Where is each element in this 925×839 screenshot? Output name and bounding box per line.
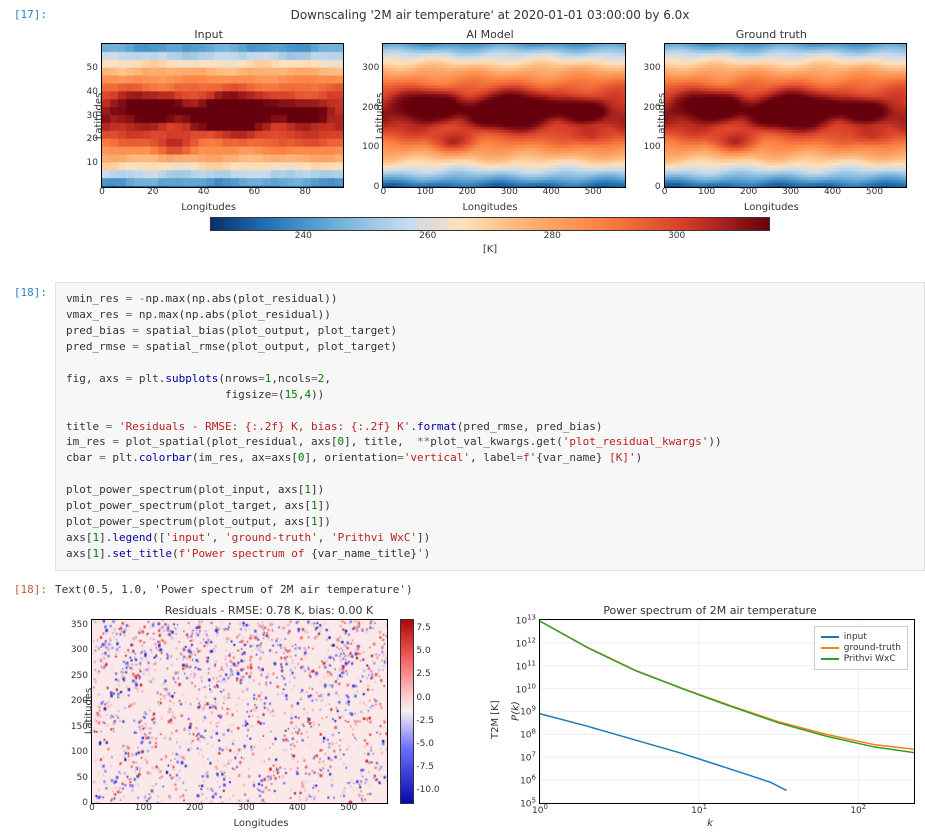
cell-17: [17]: Downscaling '2M air temperature' a… bbox=[0, 0, 925, 278]
spectrum-axes: inputground-truthPrithvi WxC P(k) 105106… bbox=[539, 619, 915, 804]
map-subtitle: Ground truth bbox=[636, 28, 907, 41]
legend-item: input bbox=[821, 632, 901, 642]
map-xlabel: Longitudes bbox=[73, 202, 344, 213]
cell-17-output: Downscaling '2M air temperature' at 2020… bbox=[55, 4, 925, 274]
spectrum-title: Power spectrum of 2M air temperature bbox=[499, 604, 921, 617]
code-cell[interactable]: vmin_res = -np.max(np.abs(plot_residual)… bbox=[55, 282, 925, 571]
colorbar-horizontal: 240260280300 [K] bbox=[210, 217, 770, 255]
spectrum-panel: Power spectrum of 2M air temperature inp… bbox=[499, 604, 921, 829]
residuals-axes: Latitudes 050100150200250300350 01002003… bbox=[91, 619, 388, 804]
cell-18: [18]: vmin_res = -np.max(np.abs(plot_res… bbox=[0, 278, 925, 575]
colorbar-label: [K] bbox=[210, 244, 770, 255]
map-axes: Latitudes01002003000100200300400500 bbox=[382, 43, 625, 188]
cell-18-prompt: [18]: bbox=[0, 282, 55, 571]
map-canvas bbox=[102, 44, 343, 187]
spectrum-xlabel: k bbox=[499, 818, 921, 829]
colorbar-vertical: 7.55.02.50.0-2.5-5.0-7.5-10.0 T2M [K] bbox=[400, 619, 479, 804]
map-canvas bbox=[665, 44, 906, 187]
map-xlabel: Longitudes bbox=[636, 202, 907, 213]
figure-suptitle: Downscaling '2M air temperature' at 2020… bbox=[55, 4, 925, 22]
map-xlabel: Longitudes bbox=[354, 202, 625, 213]
residuals-title: Residuals - RMSE: 0.78 K, bias: 0.00 K bbox=[59, 604, 479, 617]
cell-18-out: [18]: Text(0.5, 1.0, 'Power spectrum of … bbox=[0, 575, 925, 839]
legend-item: Prithvi WxC bbox=[821, 654, 901, 664]
map-axes: Latitudes1020304050020406080 bbox=[101, 43, 344, 188]
residuals-panel: Residuals - RMSE: 0.78 K, bias: 0.00 K L… bbox=[59, 604, 479, 829]
map-subtitle: Input bbox=[73, 28, 344, 41]
map-panel-1: AI Model Latitudes01002003000100200300400… bbox=[354, 28, 625, 213]
map-subtitle: AI Model bbox=[354, 28, 625, 41]
figure-downscaling: Downscaling '2M air temperature' at 2020… bbox=[55, 4, 925, 274]
map-panel-2: Ground truth Latitudes0100200300010020030… bbox=[636, 28, 907, 213]
output-text: Text(0.5, 1.0, 'Power spectrum of 2M air… bbox=[55, 579, 925, 598]
map-canvas bbox=[383, 44, 624, 187]
residuals-map bbox=[92, 620, 387, 803]
figure-residuals-spectrum: Residuals - RMSE: 0.78 K, bias: 0.00 K L… bbox=[55, 598, 925, 835]
cell-17-prompt: [17]: bbox=[0, 4, 55, 274]
legend-item: ground-truth bbox=[821, 643, 901, 653]
map-axes: Latitudes01002003000100200300400500 bbox=[664, 43, 907, 188]
residuals-xlabel: Longitudes bbox=[91, 818, 431, 829]
map-panel-0: Input Latitudes1020304050020406080 Longitu… bbox=[73, 28, 344, 213]
spectrum-legend: inputground-truthPrithvi WxC bbox=[814, 626, 908, 670]
